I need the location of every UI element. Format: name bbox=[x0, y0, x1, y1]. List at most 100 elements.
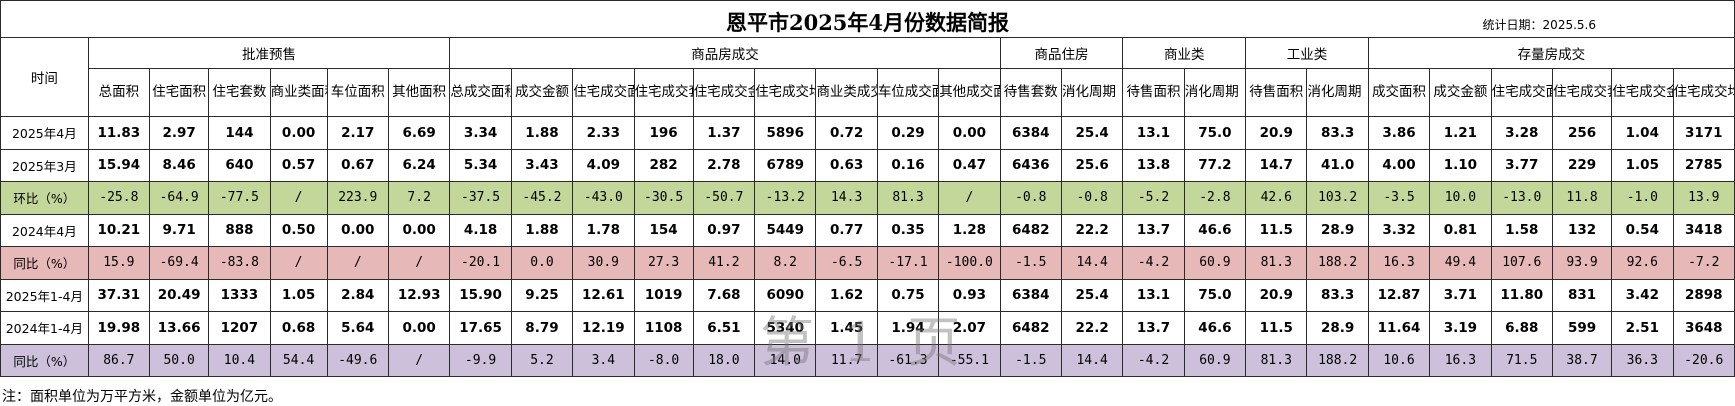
table-cell: 10.6 bbox=[1367, 343, 1431, 377]
table-cell: 28.9 bbox=[1306, 311, 1369, 345]
table-cell: 1.05 bbox=[1611, 148, 1674, 182]
table-cell: 12.93 bbox=[387, 278, 451, 312]
table-row: 环比（%） -25.8 -64.9 -77.5/223.9 7.2 -37.5 -45.2-… bbox=[0, 181, 1735, 215]
table-cell: -0.8 bbox=[1060, 181, 1124, 215]
table-cell: 11.5 bbox=[1245, 311, 1308, 345]
column-header: 待售面积 bbox=[1122, 68, 1185, 117]
table-cell: 18.0 bbox=[692, 343, 756, 377]
group-header: 商品房成交 bbox=[449, 37, 1001, 69]
table-cell: 13.8 bbox=[1122, 148, 1185, 182]
table-cell: 75.0 bbox=[1183, 278, 1247, 312]
table-cell: 41.0 bbox=[1306, 148, 1369, 182]
table-cell: 1.78 bbox=[572, 213, 635, 247]
time-header: 时间 bbox=[0, 37, 89, 117]
table-cell: 6.69 bbox=[387, 116, 451, 150]
table-cell: 54.4 bbox=[269, 343, 328, 377]
table-cell: 3648 bbox=[1672, 311, 1735, 345]
table-cell: 831 bbox=[1551, 278, 1613, 312]
table-cell: 223.9 bbox=[326, 181, 389, 215]
table-cell: -3.5 bbox=[1367, 181, 1431, 215]
table-cell: 28.9 bbox=[1306, 213, 1369, 247]
stat-date: 统计日期：2025.5.6 bbox=[1482, 18, 1596, 32]
table-cell: 22.2 bbox=[1060, 311, 1124, 345]
column-header: 其他成交面积 bbox=[938, 68, 1001, 117]
table-cell: 5340 bbox=[754, 311, 817, 345]
column-header: 成交金额 bbox=[510, 68, 574, 117]
table-cell: -64.9 bbox=[149, 181, 210, 215]
table-cell: 2.84 bbox=[326, 278, 389, 312]
table-cell: 1019 bbox=[633, 278, 694, 312]
table-cell: 14.4 bbox=[1060, 246, 1124, 280]
group-header: 商业类 bbox=[1122, 37, 1247, 69]
title-bar: 恩平市2025年4月份数据简报 统计日期：2025.5.6 bbox=[0, 0, 1735, 38]
table-cell: 10.21 bbox=[87, 213, 151, 247]
table-cell: 25.4 bbox=[1060, 278, 1124, 312]
column-header: 住宅成交金额 bbox=[692, 68, 756, 117]
table-cell: -1.0 bbox=[1611, 181, 1674, 215]
table-cell: / bbox=[326, 246, 389, 280]
group-header: 工业类 bbox=[1245, 37, 1369, 69]
table-cell: 1333 bbox=[208, 278, 271, 312]
table-cell: 20.9 bbox=[1245, 116, 1308, 150]
table-cell: 83.3 bbox=[1306, 278, 1369, 312]
table-cell: 4.09 bbox=[572, 148, 635, 182]
table-cell: 75.0 bbox=[1183, 116, 1247, 150]
row-label: 2025年1-4月 bbox=[0, 278, 89, 312]
table-cell: 1.88 bbox=[510, 213, 574, 247]
table-cell: 6384 bbox=[999, 278, 1062, 312]
table-cell: 8.2 bbox=[754, 246, 817, 280]
table-cell: 11.80 bbox=[1490, 278, 1553, 312]
table-row: 2025年4月 11.83 2.97 144 0.00 2.17 6.69 3.34 1.88 2… bbox=[0, 116, 1735, 150]
table-cell: 14.3 bbox=[815, 181, 878, 215]
table-cell: 2785 bbox=[1672, 148, 1735, 182]
column-header: 住宅套数 bbox=[208, 68, 271, 117]
table-cell: 77.2 bbox=[1183, 148, 1247, 182]
table-cell: 11.8 bbox=[1551, 181, 1613, 215]
table-cell: 3418 bbox=[1672, 213, 1735, 247]
table-cell: 0.57 bbox=[269, 148, 328, 182]
table-cell: 6436 bbox=[999, 148, 1062, 182]
column-header: 商业类成交面积 bbox=[815, 68, 878, 117]
table-cell: 6.24 bbox=[387, 148, 451, 182]
table-cell: 0.00 bbox=[326, 213, 389, 247]
table-cell: 38.7 bbox=[1551, 343, 1613, 377]
table-cell: 2.51 bbox=[1611, 311, 1674, 345]
table-cell: 0.93 bbox=[938, 278, 1001, 312]
table-cell: 6482 bbox=[999, 213, 1062, 247]
group-header: 存量房成交 bbox=[1367, 37, 1735, 69]
table-cell: 11.64 bbox=[1367, 311, 1431, 345]
table-cell: 3.19 bbox=[1429, 311, 1492, 345]
row-label: 2025年4月 bbox=[0, 116, 89, 150]
table-cell: 107.6 bbox=[1490, 246, 1553, 280]
table-cell: 1.28 bbox=[938, 213, 1001, 247]
table-cell: -45.2 bbox=[510, 181, 574, 215]
column-header-row: 总面积住宅面积住宅套数商业类面积车位面积其他面积总成交面积成交金额住宅成交面积住… bbox=[1, 68, 1735, 117]
table-cell: 229 bbox=[1551, 148, 1613, 182]
table-cell: -1.5 bbox=[999, 343, 1062, 377]
row-label: 环比（%） bbox=[0, 181, 89, 215]
row-label: 同比（%） bbox=[0, 343, 89, 377]
table-cell: 282 bbox=[633, 148, 694, 182]
table-cell: 2898 bbox=[1672, 278, 1735, 312]
table-cell: 15.90 bbox=[449, 278, 512, 312]
column-header: 待售套数 bbox=[999, 68, 1062, 117]
footnote: 注：面积单位为万平方米，金额单位为亿元。 bbox=[2, 389, 282, 405]
table-cell: 0.97 bbox=[692, 213, 756, 247]
table-cell: 0.77 bbox=[815, 213, 878, 247]
table-cell: -5.2 bbox=[1122, 181, 1185, 215]
table-cell: -49.6 bbox=[326, 343, 389, 377]
column-header: 其他面积 bbox=[387, 68, 451, 117]
column-header: 消化周期（月） bbox=[1306, 68, 1369, 117]
table-cell: 3.43 bbox=[510, 148, 574, 182]
table-cell: -43.0 bbox=[572, 181, 635, 215]
table-cell: 3.32 bbox=[1367, 213, 1431, 247]
table-cell: 25.4 bbox=[1060, 116, 1124, 150]
table-cell: 1108 bbox=[633, 311, 694, 345]
table-cell: -37.5 bbox=[449, 181, 512, 215]
table-cell: 60.9 bbox=[1183, 246, 1247, 280]
table-cell: -50.7 bbox=[692, 181, 756, 215]
table-cell: 6789 bbox=[754, 148, 817, 182]
table-cell: 93.9 bbox=[1551, 246, 1613, 280]
table-cell: 1.58 bbox=[1490, 213, 1553, 247]
table-cell: -1.5 bbox=[999, 246, 1062, 280]
